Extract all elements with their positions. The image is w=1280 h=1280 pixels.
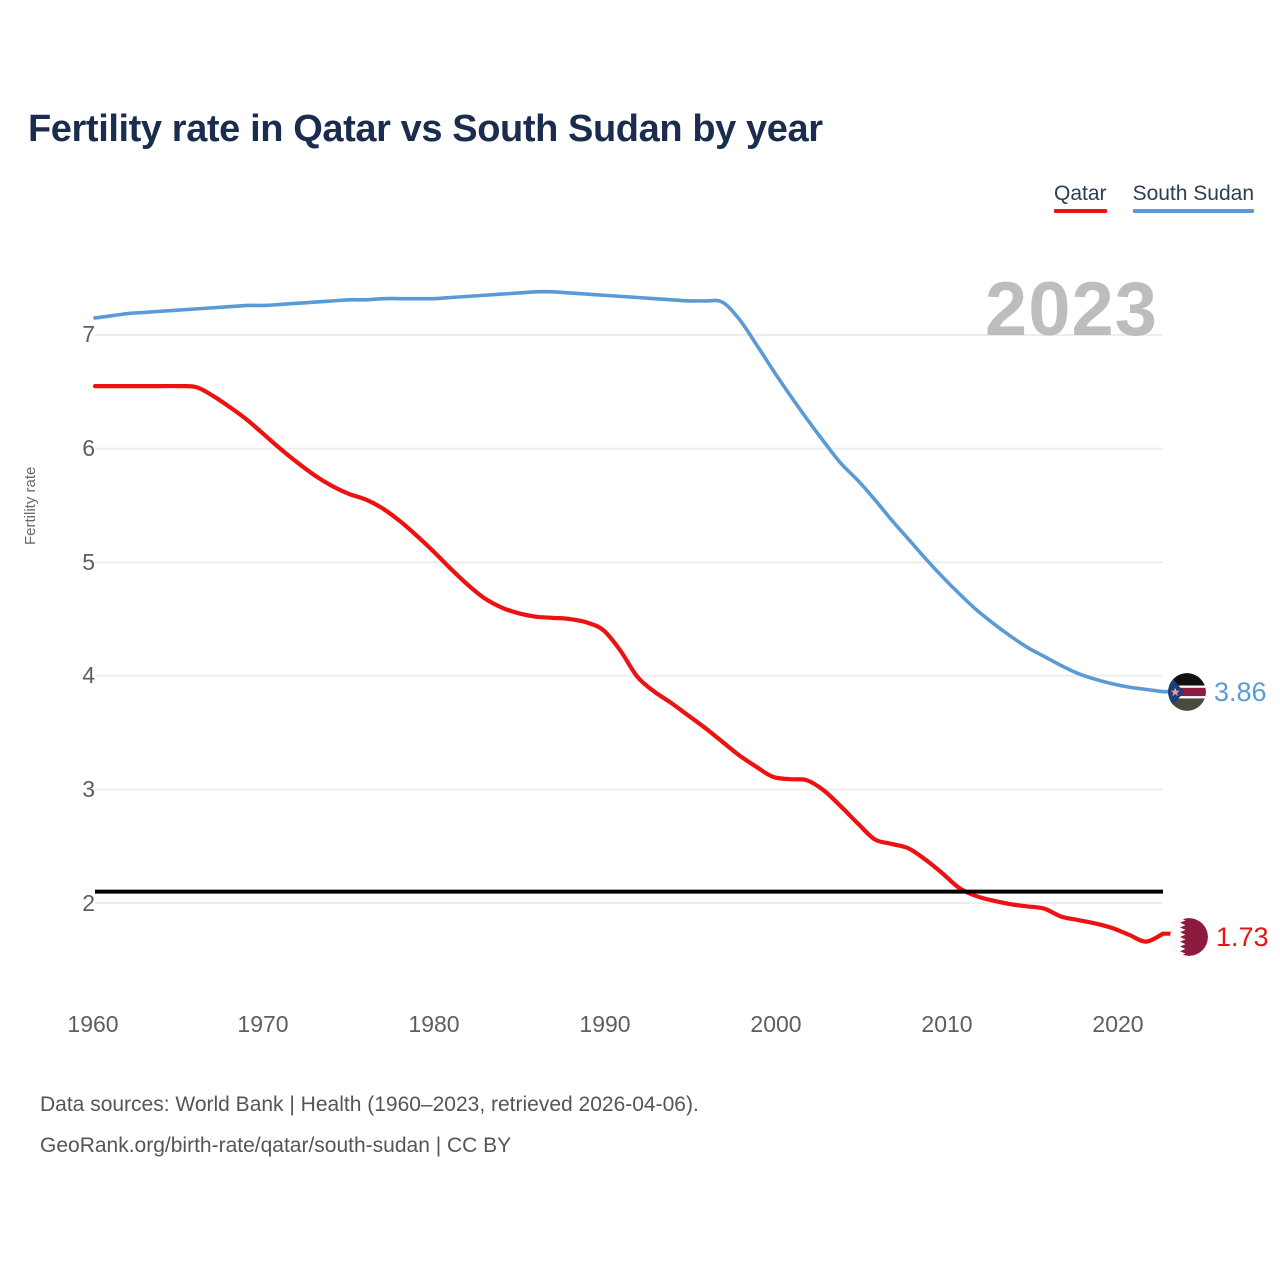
end-marker-south-sudan: 3.86 [1168,673,1267,711]
legend-swatch-qatar [1054,209,1107,213]
series-line-qatar [92,383,1166,944]
y-axis-title: Fertility rate [22,466,39,545]
qatar-flag-icon [1170,918,1208,956]
y-tick-label-4: 4 [82,662,95,688]
chart-legend: Qatar South Sudan [1054,182,1254,213]
watermark-year: 2023 [984,267,1158,352]
page-title: Fertility rate in Qatar vs South Sudan b… [28,108,823,150]
series-line-south-sudan [93,289,1165,694]
south-sudan-flag-icon [1168,673,1206,711]
footer-sources: Data sources: World Bank | Health (1960–… [40,1084,699,1166]
legend-swatch-south-sudan [1132,209,1254,213]
legend-label-qatar: Qatar [1054,182,1107,205]
x-tick-label-1960: 1960 [67,1011,119,1037]
footer-line-1: Data sources: World Bank | Health (1960–… [40,1093,699,1116]
y-tick-label-7: 7 [82,321,95,347]
end-marker-qatar: 1.73 [1170,918,1269,956]
x-tick-label-2020: 2020 [1092,1011,1144,1037]
footer-line-2: GeoRank.org/birth-rate/qatar/south-sudan… [40,1134,512,1157]
y-tick-label-5: 5 [82,549,95,575]
x-tick-label-1990: 1990 [579,1011,631,1037]
x-tick-label-2000: 2000 [750,1011,802,1037]
legend-item-qatar[interactable]: Qatar [1054,182,1107,213]
x-tick-label-1970: 1970 [237,1011,289,1037]
x-tick-label-2010: 2010 [921,1011,973,1037]
y-tick-label-2: 2 [82,890,95,916]
legend-label-south-sudan: South Sudan [1132,182,1254,205]
x-tick-label-1980: 1980 [408,1011,460,1037]
end-value-south-sudan: 3.86 [1214,676,1267,707]
end-value-qatar: 1.73 [1216,921,1269,952]
y-tick-label-3: 3 [82,776,95,802]
y-tick-label-6: 6 [82,435,95,461]
legend-item-south-sudan[interactable]: South Sudan [1132,182,1254,213]
